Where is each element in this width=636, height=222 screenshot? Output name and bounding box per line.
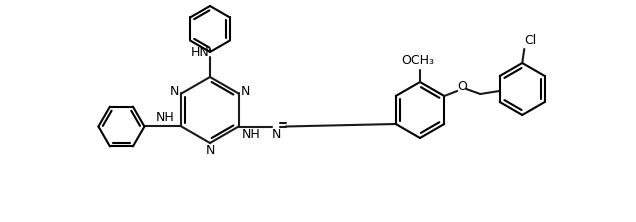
- Text: HN: HN: [191, 46, 209, 59]
- Text: NH: NH: [156, 111, 175, 124]
- Text: NH: NH: [242, 128, 261, 141]
- Text: N: N: [170, 85, 179, 98]
- Text: Cl: Cl: [524, 34, 536, 48]
- Text: N: N: [205, 145, 215, 157]
- Text: O: O: [457, 79, 467, 93]
- Text: N: N: [241, 85, 251, 98]
- Text: N: N: [272, 128, 281, 141]
- Text: OCH₃: OCH₃: [401, 54, 434, 67]
